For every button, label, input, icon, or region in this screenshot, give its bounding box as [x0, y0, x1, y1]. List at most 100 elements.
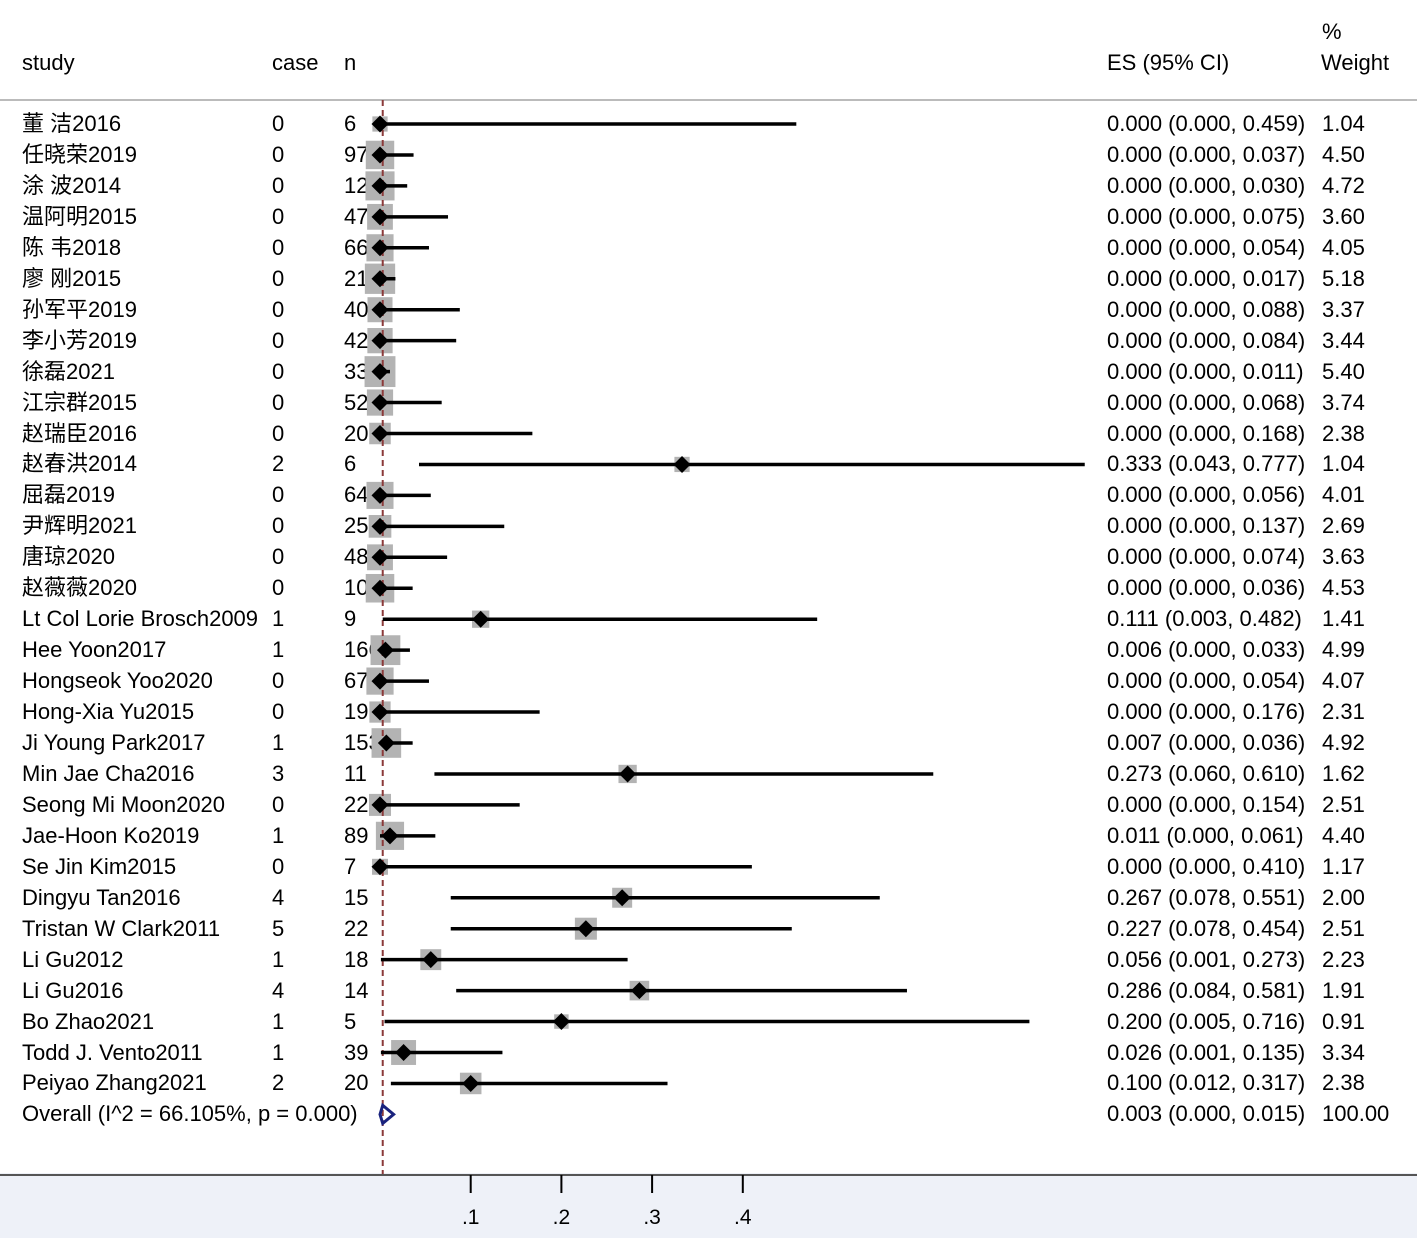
weight-value: 1.41: [1322, 606, 1365, 632]
n-value: 14: [344, 977, 369, 1003]
weight-value: 1.91: [1322, 977, 1365, 1003]
study-label: 温阿明2015: [22, 203, 137, 229]
n-value: 20: [344, 1070, 369, 1096]
point-estimate-diamond: [376, 641, 394, 659]
weight-value: 2.69: [1322, 513, 1365, 539]
es-ci-value: 0.000 (0.000, 0.056): [1107, 482, 1306, 508]
study-label: Li Gu2012: [22, 946, 124, 972]
point-estimate-diamond: [630, 982, 648, 1000]
n-value: 19: [344, 699, 369, 725]
point-estimate-diamond: [577, 920, 595, 938]
point-estimate-diamond: [371, 703, 389, 721]
n-value: 6: [344, 111, 357, 136]
case-value: 1: [272, 1039, 285, 1065]
header-weight: Weight: [1321, 50, 1390, 75]
es-ci-value: 0.273 (0.060, 0.610): [1107, 760, 1306, 786]
study-label: 涂 波2014: [22, 172, 122, 198]
study-label: 任晓荣2019: [22, 141, 137, 167]
point-estimate-diamond: [619, 765, 637, 783]
weight-value: 1.17: [1322, 853, 1365, 879]
n-value: 18: [344, 946, 369, 972]
overall-label: Overall (I^2 = 66.105%, p = 0.000): [22, 1101, 358, 1127]
weight-value: 5.18: [1322, 265, 1365, 291]
point-estimate-diamond: [462, 1074, 480, 1092]
weight-value: 2.23: [1322, 946, 1365, 972]
point-estimate-diamond: [371, 177, 389, 195]
study-label: Hongseok Yoo2020: [22, 668, 213, 694]
case-value: 0: [272, 668, 285, 694]
point-estimate-diamond: [552, 1013, 570, 1031]
n-value: 89: [344, 822, 369, 848]
n-value: 42: [344, 327, 369, 353]
es-ci-value: 0.286 (0.084, 0.581): [1107, 977, 1306, 1003]
header-weight-percent: %: [1322, 19, 1342, 44]
n-value: 48: [344, 544, 369, 570]
es-ci-value: 0.200 (0.005, 0.716): [1107, 1008, 1306, 1034]
case-value: 1: [272, 606, 285, 632]
study-label: 孙军平2019: [22, 296, 137, 322]
case-value: 0: [272, 296, 285, 322]
case-value: 1: [272, 822, 285, 848]
es-ci-value: 0.026 (0.001, 0.135): [1107, 1039, 1306, 1065]
es-ci-value: 0.000 (0.000, 0.075): [1107, 203, 1306, 229]
point-estimate-diamond: [371, 363, 389, 381]
study-label: Dingyu Tan2016: [22, 884, 181, 910]
x-tick-label: .4: [734, 1206, 752, 1229]
case-value: 1: [272, 637, 285, 663]
study-label: 赵薇薇2020: [22, 575, 137, 601]
n-value: 15: [344, 884, 369, 910]
point-estimate-diamond: [371, 394, 389, 412]
es-ci-value: 0.006 (0.000, 0.033): [1107, 637, 1306, 663]
point-estimate-diamond: [381, 827, 399, 845]
n-value: 67: [344, 668, 369, 694]
study-label: 尹辉明2021: [22, 513, 137, 539]
study-label: 赵瑞臣2016: [22, 420, 137, 446]
es-ci-value: 0.007 (0.000, 0.036): [1107, 730, 1306, 755]
point-estimate-diamond: [395, 1044, 413, 1061]
weight-value: 3.34: [1322, 1039, 1365, 1065]
n-value: 7: [344, 853, 357, 879]
point-estimate-diamond: [371, 672, 389, 690]
study-label: 唐琼2020: [22, 544, 115, 570]
case-value: 3: [272, 760, 285, 786]
case-value: 0: [272, 544, 285, 570]
n-value: 47: [344, 203, 369, 229]
case-value: 4: [272, 884, 285, 910]
weight-value: 1.04: [1322, 451, 1365, 477]
x-tick-label: .3: [643, 1206, 661, 1229]
weight-value: 4.01: [1322, 482, 1365, 508]
weight-value: 3.60: [1322, 203, 1365, 229]
weight-value: 2.51: [1322, 915, 1365, 941]
case-value: 0: [272, 234, 285, 260]
overall-es-ci: 0.003 (0.000, 0.015): [1107, 1101, 1306, 1127]
study-label: Ji Young Park2017: [22, 730, 206, 755]
es-ci-value: 0.227 (0.078, 0.454): [1107, 915, 1306, 941]
header-n: n: [344, 50, 357, 75]
study-label: 赵春洪2014: [22, 451, 137, 477]
es-ci-value: 0.000 (0.000, 0.410): [1107, 853, 1306, 879]
study-label: Jae-Hoon Ko2019: [22, 822, 200, 848]
weight-value: 4.05: [1322, 234, 1365, 260]
study-label: 廖 刚2015: [22, 265, 122, 291]
point-estimate-diamond: [422, 951, 440, 969]
study-label: Seong Mi Moon2020: [22, 791, 226, 817]
overall-weight: 100.00: [1322, 1101, 1390, 1127]
n-value: 20: [344, 420, 369, 446]
weight-value: 3.44: [1322, 327, 1365, 353]
weight-value: 3.63: [1322, 544, 1365, 570]
weight-value: 1.62: [1322, 760, 1365, 786]
weight-value: 4.07: [1322, 668, 1365, 694]
n-value: 11: [344, 760, 367, 786]
study-label: Bo Zhao2021: [22, 1008, 155, 1034]
point-estimate-diamond: [371, 579, 389, 597]
weight-value: 4.53: [1322, 575, 1365, 601]
point-estimate-diamond: [371, 425, 389, 442]
es-ci-value: 0.000 (0.000, 0.154): [1107, 791, 1306, 817]
case-value: 4: [272, 977, 285, 1003]
point-estimate-diamond: [371, 548, 389, 566]
header-es: ES (95% CI): [1107, 50, 1230, 75]
weight-value: 1.04: [1322, 111, 1365, 136]
es-ci-value: 0.000 (0.000, 0.054): [1107, 668, 1306, 694]
study-label: 徐磊2021: [22, 358, 115, 384]
case-value: 0: [272, 265, 285, 291]
